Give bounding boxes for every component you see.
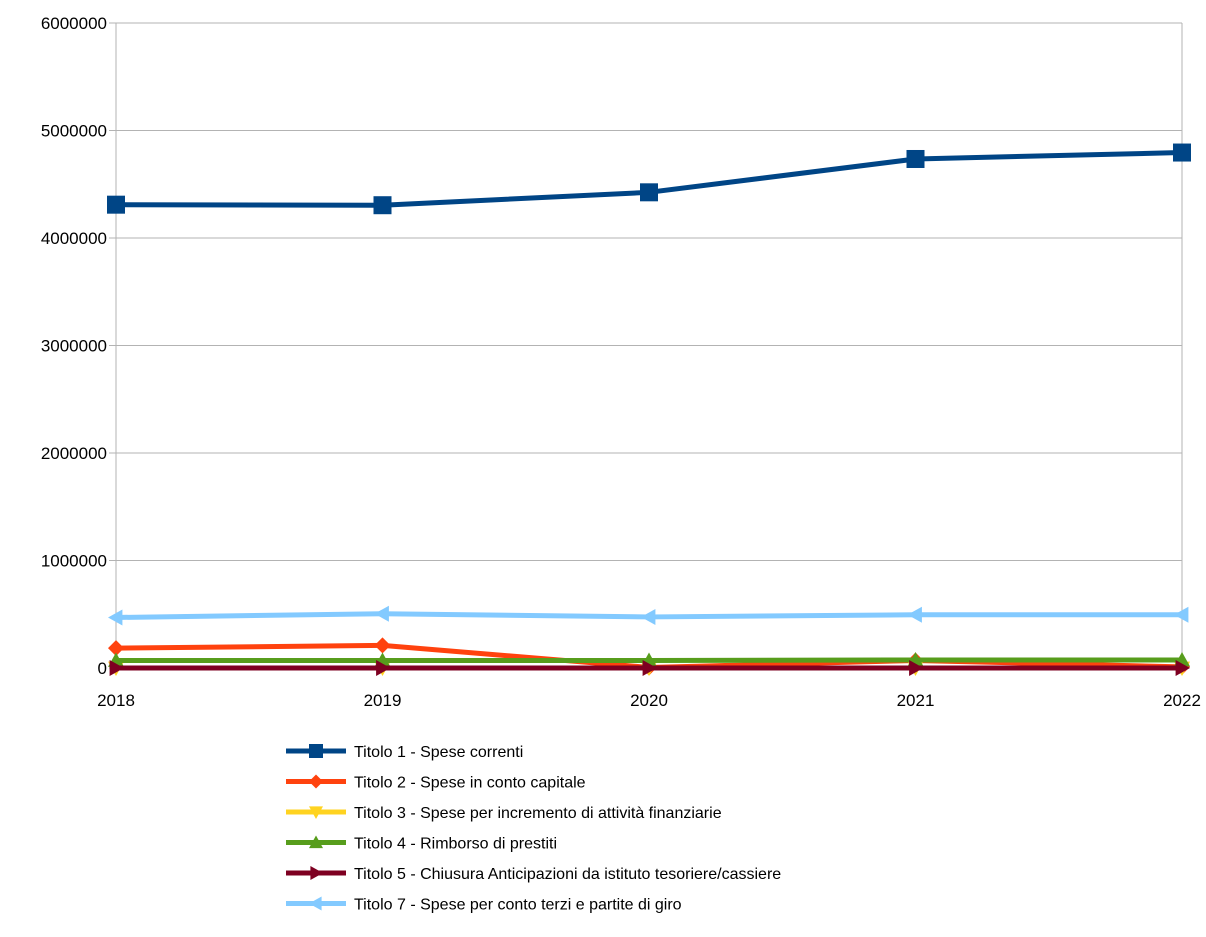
data-point	[907, 606, 922, 623]
data-point	[376, 660, 391, 676]
legend-marker	[309, 774, 323, 789]
data-point	[374, 637, 391, 654]
series-1	[107, 143, 1191, 215]
data-point	[906, 149, 925, 168]
legend-marker	[310, 866, 323, 880]
y-tick-label: 0	[98, 659, 107, 678]
legend-label: Titolo 7 - Spese per conto terzi e parti…	[354, 897, 682, 914]
axes: 0 1000000 2000000 3000000 4000000 5000000 6000…	[41, 14, 1201, 710]
x-tick-label: 2021	[897, 691, 935, 710]
y-tick-label: 2000000	[41, 444, 107, 463]
series-6	[108, 605, 1189, 626]
y-tick-label: 3000000	[41, 337, 107, 356]
legend-label: Titolo 3 - Spese per incremento di attiv…	[354, 805, 722, 822]
data-point	[374, 605, 389, 622]
data-point	[1173, 143, 1191, 162]
data-point	[909, 660, 924, 676]
legend-item: Titolo 1 - Spese correnti	[286, 744, 523, 761]
y-tick-label: 6000000	[41, 14, 107, 33]
legend-marker	[309, 896, 322, 911]
legend-label: Titolo 1 - Spese correnti	[354, 744, 523, 761]
legend-label: Titolo 5 - Chiusura Anticipazioni da ist…	[354, 866, 781, 883]
x-tick-label: 2022	[1163, 691, 1201, 710]
data-point	[640, 183, 658, 202]
data-point	[108, 609, 123, 626]
data-point	[1174, 606, 1189, 623]
grid	[116, 22, 1182, 669]
data-point	[108, 640, 124, 657]
y-tick-label: 5000000	[41, 122, 107, 141]
data-point	[641, 608, 656, 625]
series-lines	[107, 143, 1191, 676]
data-point	[642, 660, 657, 676]
legend-item: Titolo 2 - Spese in conto capitale	[286, 774, 586, 792]
legend-marker	[309, 744, 323, 758]
series-5	[109, 660, 1190, 676]
legend-item: Titolo 5 - Chiusura Anticipazioni da ist…	[286, 866, 781, 883]
x-tick-label: 2019	[364, 691, 402, 710]
legend-marker	[309, 806, 323, 819]
y-tick-label: 4000000	[41, 229, 107, 248]
legend-item: Titolo 3 - Spese per incremento di attiv…	[286, 805, 722, 822]
legend: Titolo 1 - Spese correnti Titolo 2 - Spes…	[286, 744, 781, 914]
x-tick-label: 2020	[630, 691, 668, 710]
data-point	[1175, 660, 1190, 676]
legend-item: Titolo 4 - Rimborso di prestiti	[286, 835, 557, 853]
legend-item: Titolo 7 - Spese per conto terzi e parti…	[286, 896, 682, 914]
data-point	[107, 195, 125, 214]
legend-marker	[309, 835, 323, 849]
y-tick-label: 1000000	[41, 552, 107, 571]
x-tick-label: 2018	[97, 691, 135, 710]
data-point	[109, 660, 124, 676]
legend-label: Titolo 4 - Rimborso di prestiti	[354, 836, 557, 853]
data-point	[373, 196, 392, 215]
legend-label: Titolo 2 - Spese in conto capitale	[354, 775, 586, 792]
